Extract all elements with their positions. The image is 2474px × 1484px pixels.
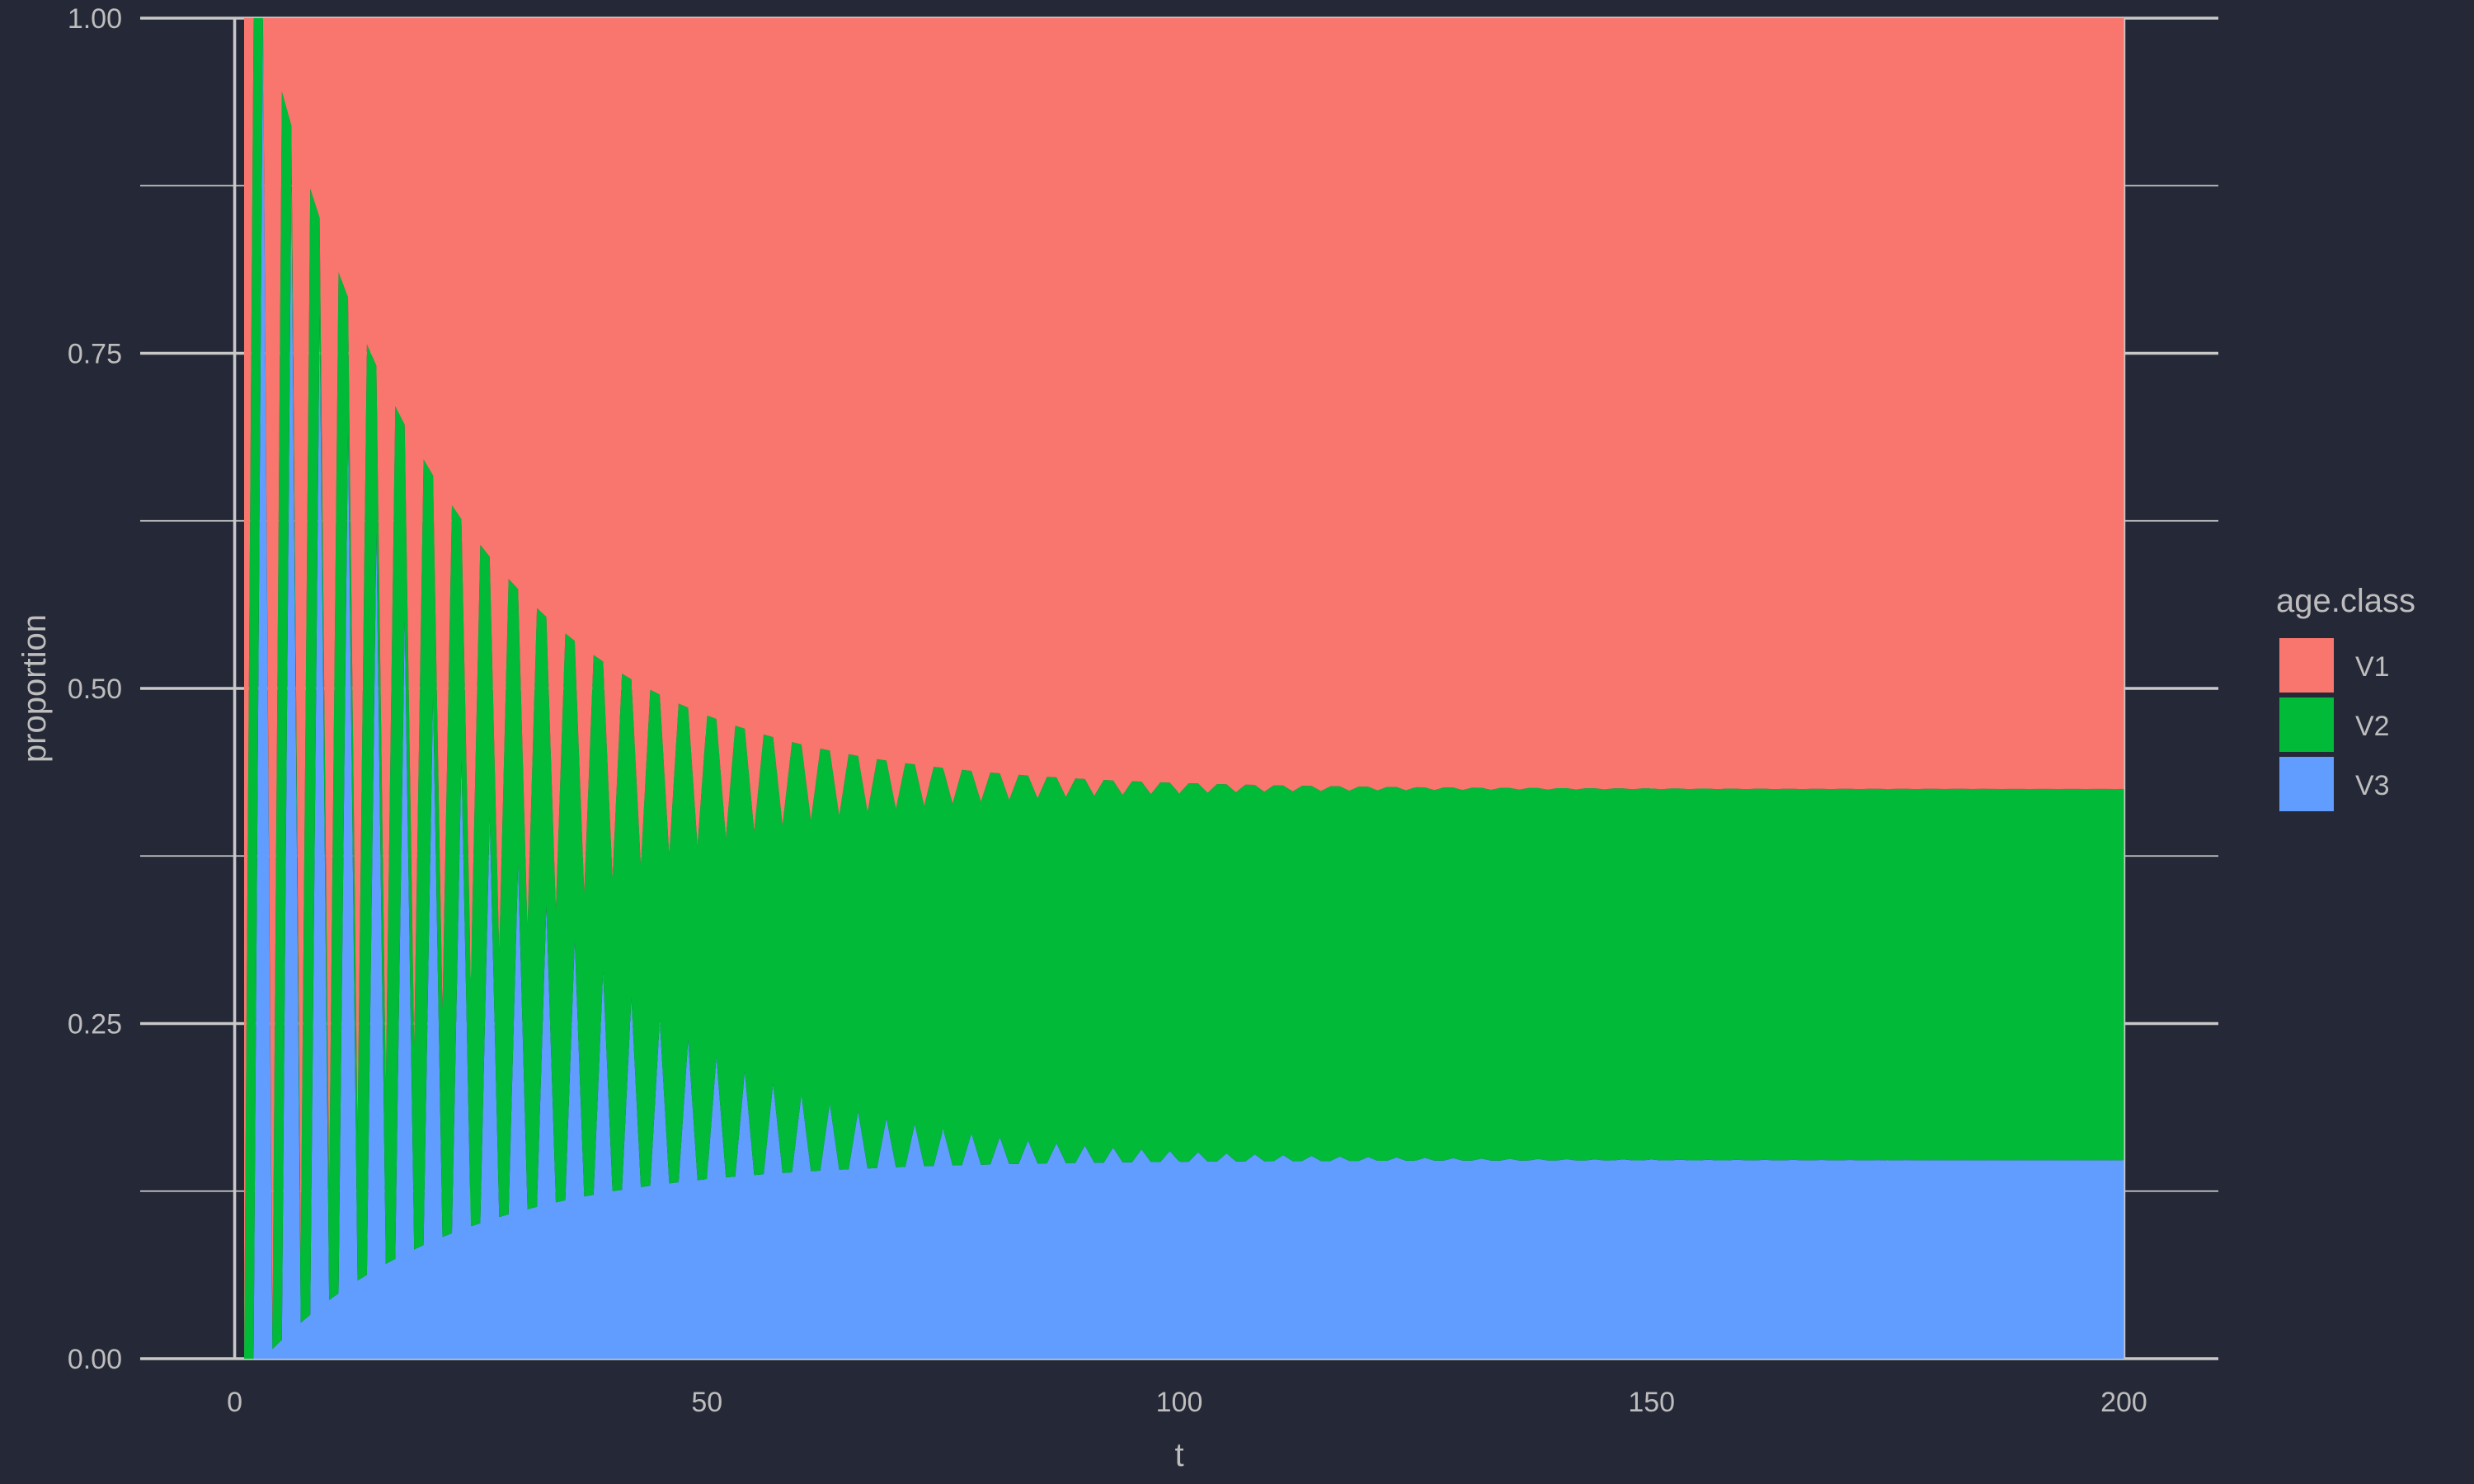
- area-layer: [244, 18, 2124, 1359]
- y-tick-label: 0.75: [68, 339, 122, 370]
- area-series-v1: [244, 18, 2124, 1359]
- legend-label-v1: V1: [2355, 651, 2390, 683]
- legend-key-v3: [2279, 757, 2334, 811]
- x-axis-title: t: [1174, 1437, 1183, 1473]
- area-series-v2: [244, 18, 2124, 1359]
- x-tick-label: 0: [227, 1387, 242, 1418]
- area-series-v3: [244, 18, 2124, 1359]
- x-tick-label: 200: [2100, 1387, 2147, 1418]
- legend: age.class V1 V2 V3: [2276, 583, 2415, 811]
- y-tick-label: 1.00: [68, 3, 122, 35]
- y-tick-label: 0.50: [68, 674, 122, 705]
- x-tick-label: 100: [1156, 1387, 1203, 1418]
- legend-label-v2: V2: [2355, 711, 2390, 742]
- y-tick-label: 0.25: [68, 1009, 122, 1040]
- legend-key-v1: [2279, 638, 2334, 693]
- legend-key-v2: [2279, 697, 2334, 752]
- x-tick-label: 50: [691, 1387, 722, 1418]
- tick-labels: 0 50 100 150 200 0.00 0.25 0.50 0.75 1.00: [68, 3, 2147, 1418]
- y-axis-title: proportion: [16, 614, 53, 763]
- y-tick-label: 0.00: [68, 1344, 122, 1375]
- x-tick-label: 150: [1628, 1387, 1675, 1418]
- legend-title: age.class: [2276, 583, 2415, 619]
- legend-label-v3: V3: [2355, 770, 2390, 801]
